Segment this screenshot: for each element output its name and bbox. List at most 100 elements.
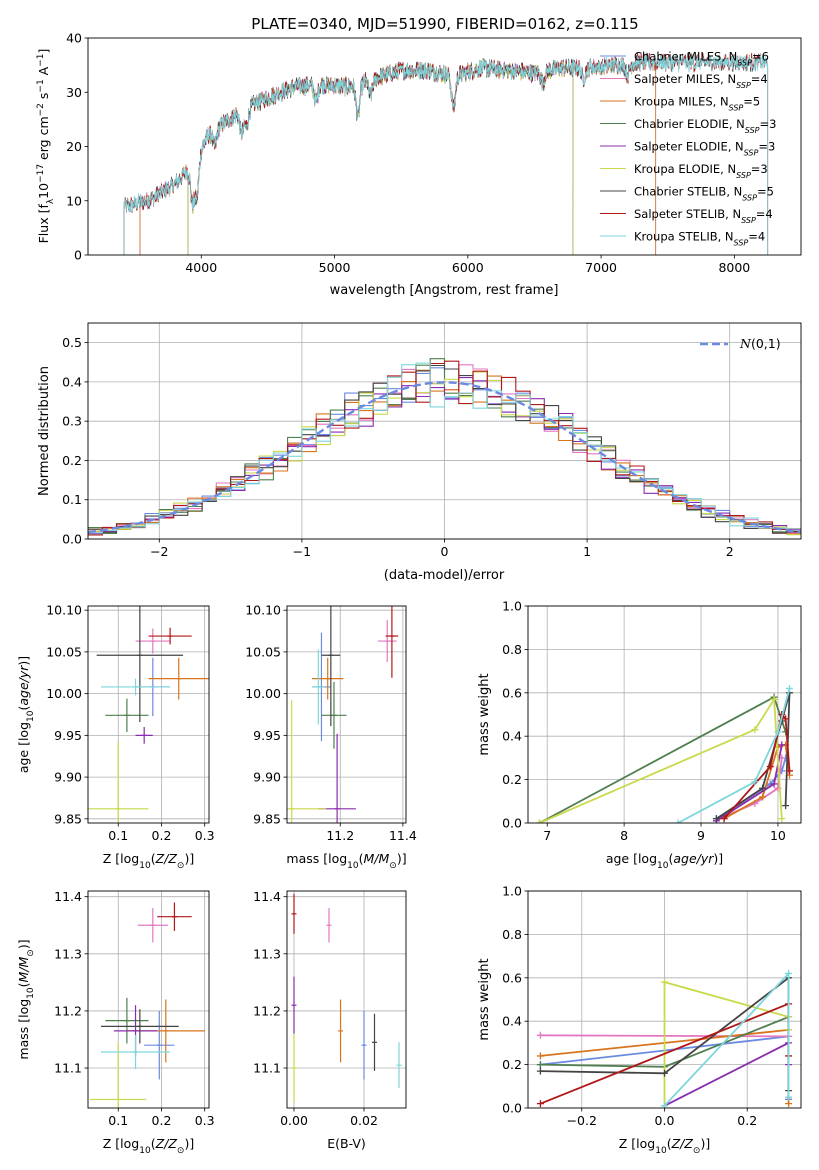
legend-entry: Salpeter MILES, NSSP=4 (634, 72, 768, 90)
label-part: ] (36, 49, 51, 54)
weight-marker (536, 1061, 544, 1069)
weight-marker (785, 684, 793, 692)
x-tick-label: 7000 (585, 260, 617, 275)
label-part: E(B-V) (327, 1136, 366, 1151)
axes-layer: 0.00 0.02 11.1 11.2 11.3 11.4 E(B-V) (253, 889, 407, 1151)
axes-frame (527, 605, 802, 824)
x-axis-label: E(B-V) (327, 1136, 366, 1151)
data-layer (123, 52, 769, 255)
weight-marker (751, 778, 759, 786)
grid-lines (88, 606, 209, 823)
y-axis-label: mass weight (477, 958, 492, 1040)
y-tick-label: 9.85 (54, 811, 82, 826)
y-tick-label: 11.4 (54, 889, 82, 904)
x-tick-label: 0.2 (737, 1113, 757, 1128)
legend-entry: Chabrier STELIB, NSSP=5 (634, 185, 774, 203)
legend-entry-sub: SSP (741, 216, 756, 225)
legend-entry-tail: =4 (748, 230, 765, 244)
label-part: )] (16, 656, 31, 666)
label-part: ( (16, 982, 31, 987)
y-tick-label: 0.8 (502, 642, 522, 657)
x-axis-label: Z [log10(Z/Z⊙)] (619, 1136, 710, 1156)
weight-marker (536, 1031, 544, 1039)
label-part: 10 (657, 861, 669, 871)
weight-marker (770, 695, 778, 703)
x-axis-label: Z [log10(Z/Z⊙)] (103, 1136, 194, 1156)
weight-marker (759, 784, 767, 792)
x-tick-label: 4000 (185, 260, 217, 275)
y-tick-label: 40 (66, 31, 82, 46)
label-part: s (36, 93, 51, 104)
weight-marker (778, 815, 786, 823)
legend-entry-sub: SSP (742, 193, 757, 202)
weight-marker (770, 780, 778, 788)
y-axis-label: age [log10(age/yr)] (16, 656, 36, 773)
y-tick-label: 9.90 (54, 770, 82, 785)
legend-entry-sub: SSP (736, 81, 751, 90)
weight-marker (536, 1100, 544, 1108)
weight-line (677, 688, 791, 823)
y-tick-label: 10.10 (245, 603, 281, 618)
label-part: ( (151, 851, 156, 866)
label-part: 10 (36, 183, 51, 199)
weight-marker (785, 969, 793, 977)
label-part: ( (667, 1136, 672, 1151)
weight-marker (712, 815, 720, 823)
x-tick-label: 8000 (718, 260, 750, 275)
panel-age-vs-Z: 0.1 0.2 0.3 9.85 9.90 9.95 10.00 10.05 10.10 Z [l… (16, 603, 215, 871)
legend-entry: Kroupa STELIB, NSSP=4 (634, 230, 765, 248)
x-tick-label: 0.2 (152, 828, 172, 843)
panel-mass-vs-ebv: 0.00 0.02 11.1 11.2 11.3 11.4 E(B-V) (253, 889, 407, 1151)
weight-marker (720, 815, 728, 823)
label-part: Z [log (619, 1136, 655, 1151)
legend-entry: Salpeter STELIB, NSSP=4 (634, 207, 773, 225)
y-tick-label: 0.3 (62, 414, 82, 429)
y-tick-label: 10.00 (245, 686, 281, 701)
y-tick-label: 20 (66, 139, 82, 154)
x-tick-label: 0.2 (152, 1113, 172, 1128)
panel-age-vs-mass: 11.2 11.4 9.85 9.90 9.95 10.00 10.05 10.10 mass … (245, 603, 417, 871)
x-tick-label: −1 (293, 544, 311, 559)
label-part: Z [log (103, 851, 139, 866)
panel-mass-vs-Z: 0.1 0.2 0.311.111.211.311.4Z [log10(Z/Z⊙)]… (16, 889, 215, 1156)
legend: Chabrier MILES, NSSP=6 Salpeter MILES, NS… (600, 50, 776, 248)
data-layer (90, 902, 205, 1108)
y-tick-label: 0.4 (62, 374, 82, 389)
label-part: ( (151, 1136, 156, 1151)
legend-entry-tail: =4 (756, 207, 773, 221)
data-layer (536, 969, 793, 1108)
axes-frame (87, 890, 210, 1109)
y-tick-label: 11.2 (253, 1003, 281, 1018)
label-part: 10 (26, 987, 36, 999)
axes-layer: 0.1 0.2 0.3 9.85 9.90 9.95 10.00 10.05 10.10 Z [l… (16, 603, 215, 871)
legend-entry-tail: =4 (751, 72, 768, 86)
legend-entry-tail: =5 (743, 95, 760, 109)
normal-reference-curve (88, 381, 801, 534)
label-part: )] (16, 939, 31, 949)
data-layer (536, 684, 793, 823)
label-part: age [log (606, 851, 657, 866)
y-tick-label: 11.1 (54, 1061, 82, 1076)
grid-lines (88, 891, 209, 1108)
label-part: A (36, 66, 51, 79)
legend-entry: Salpeter ELODIE, NSSP=3 (634, 140, 775, 158)
label-part: Z/Z (155, 1136, 178, 1151)
x-tick-label: 10 (770, 828, 786, 843)
label-part: 10 (139, 1146, 151, 1156)
weight-marker (782, 715, 790, 723)
y-tick-label: 11.2 (54, 1003, 82, 1018)
legend-entry-tail: =3 (751, 162, 768, 176)
legend-entry: Chabrier MILES, NSSP=6 (634, 50, 769, 68)
weight-marker (782, 802, 790, 810)
legend-entry-sub: SSP (729, 103, 744, 112)
label-part: 10 (655, 1146, 667, 1156)
y-axis-label: Normed distribution (37, 366, 52, 496)
label-part: )] (184, 1136, 194, 1151)
axes-layer: 11.2 11.4 9.85 9.90 9.95 10.00 10.05 10.10 mass … (245, 603, 417, 871)
label-part: −2 (36, 103, 46, 116)
label-part: ⊙ (26, 949, 36, 957)
grid-lines (287, 606, 406, 823)
x-tick-label: 9 (697, 828, 705, 843)
x-tick-label: 0.3 (195, 1113, 215, 1128)
label-part: 10 (347, 861, 359, 871)
